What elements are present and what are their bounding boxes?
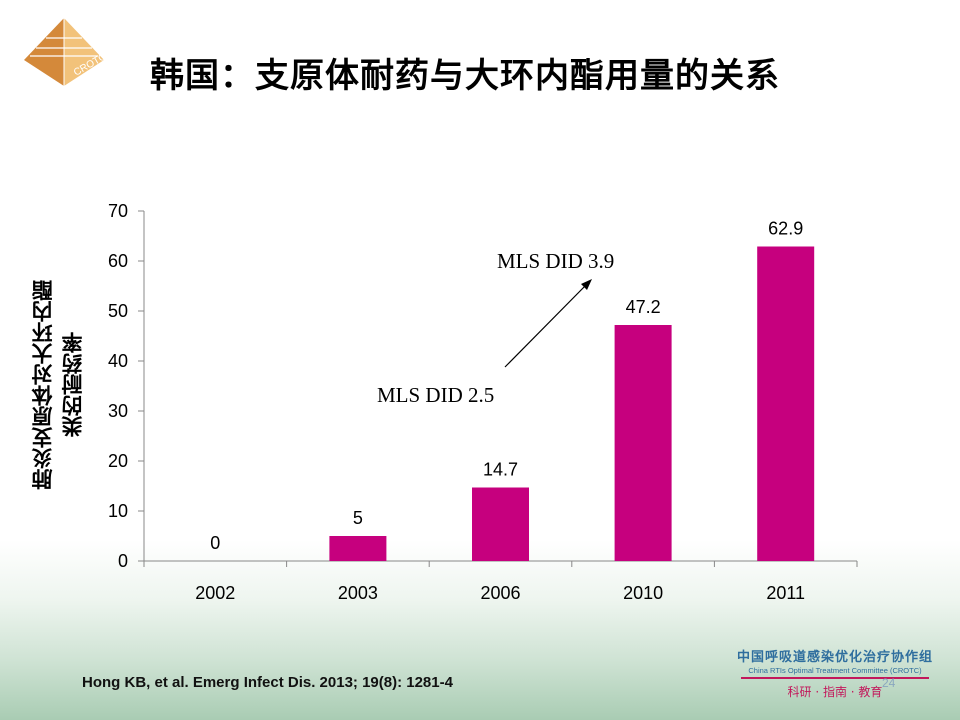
brand-divider (741, 677, 929, 679)
y-tick-label: 0 (118, 551, 128, 571)
y-tick-label: 60 (108, 251, 128, 271)
x-tick-label: 2003 (338, 583, 378, 603)
x-tick-label: 2011 (766, 583, 805, 603)
logo-pyramid-right (64, 18, 104, 86)
x-tick-label: 2002 (195, 583, 235, 603)
bar (614, 325, 672, 561)
bar (329, 536, 387, 561)
y-tick-label: 50 (108, 301, 128, 321)
brand-english-name: China RTIs Optimal Treatment Committee (… (748, 666, 922, 675)
page-title: 韩国：支原体耐药与大环内酯用量的关系 (150, 56, 780, 96)
bar (757, 246, 815, 561)
bar (472, 487, 529, 561)
x-tick-label: 2010 (623, 583, 663, 603)
y-tick-label: 10 (108, 501, 128, 521)
brand-block: 中国呼吸道感染优化治疗协作组 China RTIs Optimal Treatm… (735, 646, 935, 700)
data-label: 5 (353, 508, 363, 528)
data-label: 14.7 (483, 460, 518, 480)
data-label: 0 (210, 533, 220, 553)
citation: Hong KB, et al. Emerg Infect Dis. 2013; … (82, 674, 453, 691)
slide-number: 24 (882, 676, 896, 690)
annotation-arrow-head (581, 279, 592, 290)
brand-motto: 科研 · 指南 · 教育 (787, 685, 883, 699)
logo-pyramid-left (24, 18, 64, 86)
y-tick-label: 30 (108, 401, 128, 421)
annotation-arrow-line (504, 282, 589, 368)
data-label: 47.2 (626, 297, 661, 317)
annotation-mls-did-3-9: MLS DID 3.9 (497, 249, 614, 273)
y-tick-label: 40 (108, 351, 128, 371)
data-label: 62.9 (768, 219, 803, 239)
y-tick-label: 20 (108, 451, 128, 471)
y-tick-label: 70 (108, 201, 128, 221)
annotation-mls-did-2-5: MLS DID 2.5 (377, 383, 494, 407)
crotc-logo: CROTC (24, 18, 108, 86)
brand-chinese-name: 中国呼吸道感染优化治疗协作组 (736, 650, 933, 665)
x-tick-label: 2006 (480, 583, 520, 603)
